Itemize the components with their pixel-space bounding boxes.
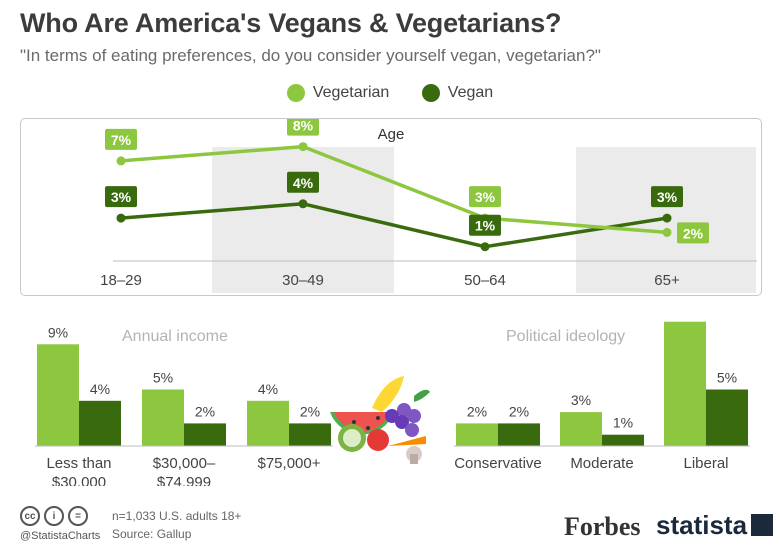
bar-vegetarian (37, 344, 79, 446)
bar-value-label: 5% (153, 370, 173, 386)
footer-handle: @StatistaCharts (20, 530, 101, 542)
bar-value-label: 11% (672, 316, 699, 318)
age-tick-label: 65+ (654, 272, 680, 289)
data-label-bg (287, 171, 319, 193)
data-label-vegan: 3% (111, 189, 132, 205)
series-line-vegan (120, 202, 668, 249)
bar-vegetarian (560, 412, 602, 446)
bar-category-label: $30,000– (153, 455, 216, 472)
bar-value-label: 2% (509, 403, 529, 419)
bar-charts: 9% 4% Less than $30,000 5% 2% $30,000– $74,999 4… (35, 316, 750, 486)
bar-vegan (498, 423, 540, 446)
data-label-vegetarian: 3% (475, 189, 496, 205)
bar-vegetarian (247, 400, 289, 446)
bar-category-label: Liberal (683, 455, 728, 472)
age-chart-panel: Age 18–29 30–49 50–64 65+ 7% 8% 3% 2% 3% 4% 1% 3% (20, 118, 762, 296)
bar-vegetarian (456, 423, 498, 446)
bar-vegan (602, 434, 644, 446)
chart-subtitle: "In terms of eating preferences, do you … (20, 46, 601, 65)
data-label-vegan: 3% (657, 189, 678, 205)
forbes-logo: Forbes (564, 512, 641, 541)
data-label-bg (105, 128, 137, 150)
attribution-icon: i (44, 506, 64, 526)
legend-swatch-vegan (421, 84, 440, 102)
no-derivatives-icon: = (68, 506, 88, 526)
data-point-vegetarian (116, 156, 126, 166)
politics-section-label: Political ideology (506, 328, 626, 345)
legend-item-vegan: Vegan (421, 84, 494, 102)
data-point-vegetarian (662, 227, 672, 237)
data-point-vegan (298, 199, 308, 209)
data-label-bg (677, 222, 709, 244)
produce-illustration (330, 376, 430, 464)
bar-category-label: $30,000 (52, 474, 106, 486)
data-point-vegan (662, 213, 672, 223)
data-label-bg (105, 186, 137, 208)
data-label-bg (469, 186, 501, 208)
statista-logo: statista (656, 510, 774, 541)
bar-value-label: 5% (717, 370, 737, 386)
footer-license: cc i = @StatistaCharts (20, 506, 100, 542)
legend-item-vegetarian: Vegetarian (286, 84, 390, 102)
data-label-vegan: 4% (293, 175, 314, 191)
bar-value-label: 1% (613, 415, 633, 431)
age-tick-label: 18–29 (100, 272, 142, 289)
cc-icon: cc (20, 506, 40, 526)
data-label-bg (469, 214, 501, 236)
bar-category-label: $75,000+ (258, 455, 321, 472)
data-label-bg (651, 186, 683, 208)
bar-vegan (289, 423, 331, 446)
bar-value-label: 2% (195, 403, 215, 419)
bar-value-label: 2% (467, 403, 487, 419)
legend-swatch-vegetarian (286, 84, 305, 102)
chart-title: Who Are America's Vegans & Vegetarians? (20, 8, 562, 38)
income-section-label: Annual income (122, 328, 228, 345)
data-point-vegan (480, 242, 490, 252)
legend-label-vegan: Vegan (447, 84, 494, 101)
bar-value-label: 3% (571, 392, 591, 408)
bar-category-label: Moderate (570, 455, 633, 472)
data-label-vegetarian: 8% (293, 119, 314, 134)
data-label-vegan: 1% (475, 218, 496, 234)
data-point-vegan (116, 213, 126, 223)
source-note: Source: Gallup (112, 527, 192, 541)
statista-mark-icon (751, 514, 774, 536)
bar-vegan (79, 400, 121, 446)
statista-wordmark: statista (656, 510, 748, 540)
bar-vegetarian (664, 321, 706, 446)
bar-vegetarian (142, 389, 184, 446)
age-title: Age (378, 126, 405, 143)
bar-vegan (184, 423, 226, 446)
legend: Vegetarian Vegan (0, 84, 780, 107)
bar-value-label: 4% (90, 381, 110, 397)
bar-value-label: 2% (300, 403, 320, 419)
age-tick-label: 30–49 (282, 272, 324, 289)
legend-label-vegetarian: Vegetarian (312, 84, 390, 101)
age-line-chart: Age 18–29 30–49 50–64 65+ 7% 8% 3% 2% 3% 4% 1% 3% (100, 119, 757, 293)
series-line-vegetarian (120, 144, 668, 235)
bar-category-label: Less than (46, 455, 111, 472)
footer-note: n=1,033 U.S. adults 18+ Source: Gallup (112, 507, 241, 543)
data-label-bg (287, 119, 319, 136)
bar-value-label: 4% (258, 381, 278, 397)
data-label-vegetarian: 7% (111, 132, 132, 148)
bar-category-label: Conservative (454, 455, 542, 472)
sample-note: n=1,033 U.S. adults 18+ (112, 509, 242, 523)
data-label-vegetarian: 2% (683, 225, 704, 241)
bar-category-label: $74,999 (157, 474, 211, 486)
age-tick-label: 50–64 (464, 272, 506, 289)
bar-vegan (706, 389, 748, 446)
data-point-vegetarian (298, 142, 308, 152)
bar-value-label: 9% (48, 324, 68, 340)
